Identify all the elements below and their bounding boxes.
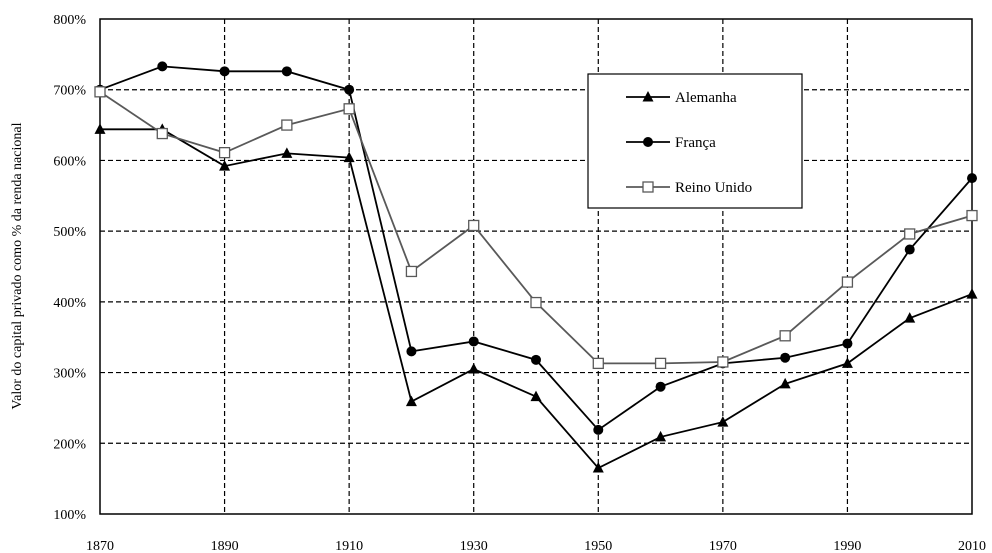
data-point-franca [344, 84, 355, 95]
data-point-reino-unido [841, 276, 854, 288]
x-tick-label: 1970 [709, 539, 737, 553]
data-point-alemanha [94, 123, 106, 134]
data-point-franca [157, 61, 168, 72]
x-tick-label: 1990 [833, 539, 861, 553]
legend-label-reino-unido: Reino Unido [675, 180, 752, 196]
data-point-reino-unido [281, 119, 293, 131]
data-point-reino-unido [405, 265, 418, 278]
data-point-reino-unido [717, 356, 729, 368]
data-point-franca [468, 336, 479, 347]
data-point-franca [531, 354, 541, 365]
data-point-alemanha [219, 160, 231, 171]
data-point-franca [780, 352, 791, 363]
y-axis-label: Valor do capital privado como % da renda… [10, 122, 25, 409]
grid-lines [100, 19, 972, 514]
data-point-reino-unido [94, 86, 106, 98]
legend-marker-alemanha [642, 91, 654, 102]
legend-label-alemanha: Alemanha [675, 90, 737, 106]
data-point-franca [281, 66, 292, 77]
data-point-reino-unido [904, 228, 916, 240]
x-tick-label: 1950 [584, 539, 612, 553]
y-tick-label: 500% [53, 225, 86, 240]
x-axis-tick-labels: 1870 1890 1910 1930 1950 1970 1990 2010 [86, 539, 986, 553]
data-point-reino-unido [218, 146, 231, 159]
y-axis-tick-labels: 100% 200% 300% 400% 500% 600% 700% 800% [53, 13, 86, 523]
data-point-alemanha [904, 312, 916, 323]
data-point-reino-unido [966, 209, 978, 222]
data-point-alemanha [966, 288, 978, 299]
x-tick-label: 2010 [958, 539, 986, 553]
x-tick-label: 1870 [86, 539, 114, 553]
y-tick-label: 100% [53, 508, 86, 523]
y-tick-label: 700% [53, 84, 86, 99]
data-point-alemanha [530, 390, 542, 402]
series-franca [95, 61, 977, 435]
y-tick-label: 300% [53, 367, 86, 382]
data-point-franca [967, 173, 977, 184]
data-point-alemanha [717, 416, 729, 427]
data-point-alemanha [779, 377, 791, 389]
legend-label-franca: França [675, 135, 716, 151]
data-point-franca [406, 346, 417, 357]
y-tick-label: 400% [53, 296, 86, 311]
data-series [94, 61, 978, 473]
data-point-franca [904, 244, 915, 255]
data-point-alemanha [343, 151, 355, 163]
data-point-reino-unido [343, 103, 355, 115]
data-point-franca [593, 424, 604, 435]
data-point-alemanha [405, 395, 417, 407]
series-reino-unido [94, 86, 978, 370]
x-tick-label: 1890 [211, 539, 239, 553]
legend-marker-franca [643, 137, 653, 147]
data-point-franca [655, 381, 666, 392]
data-point-alemanha [841, 357, 853, 368]
legend: Alemanha França Reino Unido [587, 73, 803, 209]
data-point-reino-unido [592, 357, 604, 370]
data-point-alemanha [281, 147, 293, 158]
legend-item-franca: França [626, 135, 716, 151]
data-point-franca [842, 338, 853, 349]
series-line-reino-unido [99, 91, 973, 365]
y-tick-label: 800% [53, 13, 86, 28]
x-tick-label: 1930 [460, 539, 488, 553]
data-point-reino-unido [468, 219, 480, 232]
data-point-reino-unido [530, 296, 542, 309]
y-tick-label: 200% [53, 437, 86, 452]
legend-marker-reino-unido [642, 181, 654, 193]
series-alemanha [94, 123, 978, 473]
x-tick-label: 1910 [335, 539, 363, 553]
data-point-alemanha [468, 363, 480, 374]
legend-item-alemanha: Alemanha [626, 90, 737, 106]
data-point-franca [219, 66, 230, 77]
series-line-franca [99, 65, 973, 432]
legend-item-reino-unido: Reino Unido [626, 180, 752, 196]
data-point-alemanha [655, 430, 667, 442]
y-tick-label: 600% [53, 154, 86, 169]
data-point-reino-unido [779, 330, 791, 342]
data-point-alemanha [592, 462, 604, 473]
legend-box [587, 73, 803, 209]
data-point-reino-unido [654, 357, 667, 370]
plot-area-border [99, 18, 973, 515]
data-point-reino-unido [156, 127, 168, 140]
